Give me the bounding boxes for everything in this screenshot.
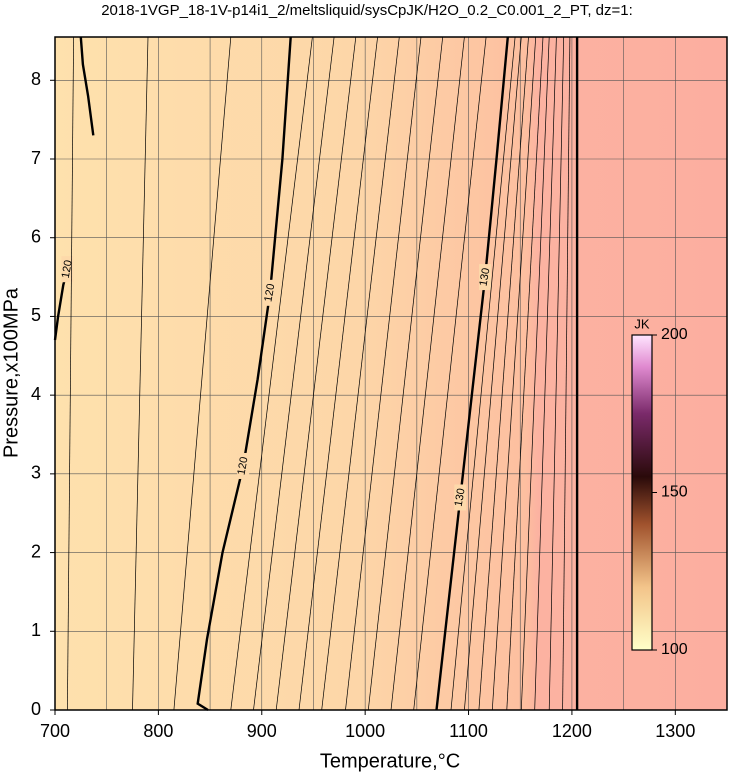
contour-label: 130: [477, 267, 492, 287]
y-tick-label: 2: [31, 541, 41, 561]
contour-line: [435, 36, 509, 711]
contour-label-bg: [454, 484, 467, 511]
y-axis-label: Pressure,x100MPa: [0, 287, 22, 458]
contour-line: [253, 36, 335, 711]
contour-line: [275, 36, 357, 711]
contour-line: [413, 36, 487, 711]
colorbar-tick-label: 100: [661, 641, 688, 658]
contour-line: [520, 36, 550, 711]
contour-label: 120: [262, 283, 277, 303]
y-tick-label: 1: [31, 620, 41, 640]
contour-line: [173, 36, 232, 711]
contour-line: [534, 36, 557, 711]
x-tick-label: 900: [247, 721, 277, 741]
y-tick-label: 8: [31, 69, 41, 89]
colorbar-tick-label: 200: [661, 326, 688, 343]
contour-line: [132, 36, 149, 711]
chart-title: 2018-1VGP_18-1V-p14i1_2/meltsliquid/sysC…: [101, 2, 633, 19]
contour-line: [367, 36, 444, 711]
contour-line: [450, 36, 516, 711]
contour-line: [321, 36, 400, 711]
contour-line: [506, 36, 544, 711]
y-tick-label: 0: [31, 699, 41, 719]
contour-line: [478, 36, 529, 711]
x-tick-label: 700: [40, 721, 70, 741]
contour-label-bg: [237, 452, 250, 479]
y-tick-label: 3: [31, 463, 41, 483]
contour-label-bg: [264, 279, 277, 306]
x-axis-label: Temperature,°C: [320, 750, 460, 772]
contour-line: [230, 36, 313, 711]
x-tick-label: 1000: [345, 721, 385, 741]
contour-field: [55, 37, 727, 710]
plot-frame: [54, 36, 728, 711]
colorbar: [631, 334, 653, 651]
contour-line: [548, 36, 565, 711]
contour-label-bg: [479, 264, 492, 291]
x-tick-label: 1100: [449, 721, 488, 741]
x-tick-label: 1300: [655, 721, 695, 741]
contour-line: [298, 36, 378, 711]
contour-line: [390, 36, 465, 711]
contour-line: [345, 36, 422, 711]
contour-label: 120: [236, 456, 251, 476]
contour-label-bg: [61, 256, 74, 283]
contour-line: [562, 36, 571, 711]
y-tick-label: 5: [31, 305, 41, 325]
colorbar-label: JK: [634, 316, 650, 331]
y-tick-label: 7: [31, 148, 41, 168]
x-tick-label: 800: [143, 721, 173, 741]
contour-label: 130: [453, 487, 468, 507]
y-tick-label: 4: [31, 384, 41, 404]
y-tick-label: 6: [31, 226, 41, 246]
x-tick-label: 1200: [552, 721, 592, 741]
colorbar-tick-label: 150: [661, 484, 688, 501]
contour-line: [464, 36, 522, 711]
contour-line: [491, 36, 537, 711]
contour-line: [67, 36, 74, 711]
